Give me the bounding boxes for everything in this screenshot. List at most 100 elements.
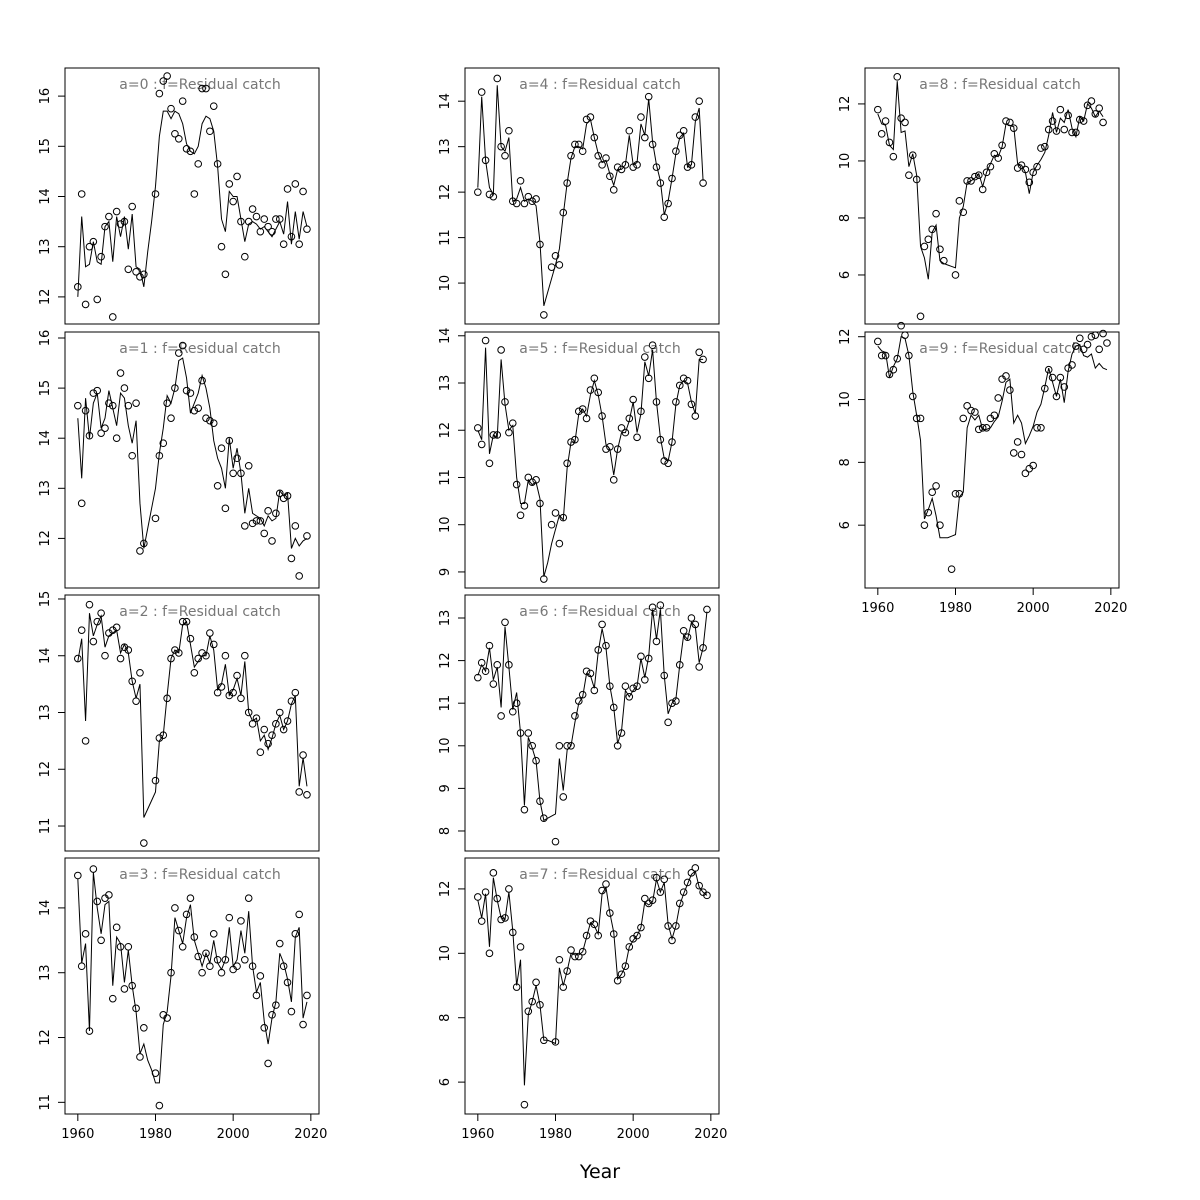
data-point	[555, 539, 564, 548]
plot-frame	[464, 331, 720, 589]
y-tick-label: 8	[438, 1014, 453, 1022]
data-point	[128, 451, 136, 460]
data-point	[97, 252, 105, 261]
y-tick-label: 10	[438, 738, 453, 755]
data-point	[1006, 386, 1014, 394]
data-point	[116, 654, 125, 663]
data-point	[1087, 97, 1096, 105]
data-point	[171, 904, 179, 912]
x-tick-label: 1980	[539, 1127, 572, 1142]
data-point	[936, 245, 944, 254]
data-point	[551, 837, 560, 846]
data-point	[241, 252, 249, 261]
data-point	[637, 113, 645, 121]
x-tick-label: 1960	[61, 1127, 94, 1142]
data-point	[74, 401, 82, 410]
data-point	[136, 668, 144, 677]
data-point	[105, 399, 113, 407]
data-point	[501, 618, 509, 627]
y-tick-label: 11	[438, 469, 453, 486]
data-point	[664, 718, 672, 727]
data-point	[221, 651, 230, 660]
panel: a=2 : f=Residual catch 11 12 13 14 15	[38, 591, 320, 852]
y-tick-label: 11	[38, 1094, 53, 1111]
data-point	[679, 374, 688, 383]
data-point	[516, 176, 525, 185]
data-point	[74, 871, 82, 880]
plot-frame	[64, 857, 320, 1115]
data-point	[1029, 168, 1037, 177]
data-point	[609, 476, 618, 484]
x-tick-label: 2020	[294, 1127, 327, 1142]
data-point	[924, 235, 933, 244]
plot-frame	[864, 67, 1120, 325]
data-point	[241, 955, 249, 964]
x-tick-label: 1980	[939, 601, 972, 616]
data-point	[163, 72, 171, 80]
data-point	[609, 186, 618, 194]
data-point	[105, 212, 113, 221]
data-point	[128, 202, 136, 211]
data-point	[540, 311, 548, 319]
data-point	[241, 651, 249, 660]
data-point	[974, 425, 983, 434]
y-tick-label: 6	[438, 1078, 453, 1086]
data-point	[89, 637, 98, 646]
data-point	[951, 489, 960, 498]
data-point	[617, 424, 626, 432]
y-tick-label: 12	[38, 761, 53, 778]
data-point	[120, 384, 129, 392]
data-point	[889, 152, 898, 161]
data-point	[916, 312, 925, 321]
data-point	[225, 180, 234, 188]
panel-title: a=9 : f=Residual catch	[919, 341, 1080, 357]
data-point	[563, 967, 571, 975]
panel-title: a=2 : f=Residual catch	[119, 604, 280, 620]
data-point	[481, 667, 490, 676]
panel: a=3 : f=Residual catch 11 12 13 14 1960 1980 20…	[38, 857, 327, 1142]
data-point	[703, 891, 711, 900]
data-point	[159, 439, 168, 448]
x-axis-label: Year	[579, 1161, 620, 1183]
data-point	[672, 922, 680, 930]
data-point	[159, 77, 168, 85]
data-point	[256, 517, 265, 525]
data-point	[77, 499, 86, 508]
data-point	[1044, 125, 1053, 134]
data-point	[477, 88, 486, 96]
data-point	[881, 117, 890, 125]
data-point	[874, 337, 882, 346]
data-point	[928, 488, 936, 496]
data-point	[136, 547, 144, 555]
data-point	[485, 190, 494, 199]
data-point	[213, 482, 222, 490]
data-point	[194, 160, 203, 168]
data-point	[1087, 332, 1096, 341]
panel: a=9 : f=Residual catch 6 8 10 12 1960 1980 2000…	[838, 321, 1127, 616]
data-point	[237, 694, 245, 703]
data-point	[687, 614, 696, 622]
data-point	[695, 97, 703, 105]
data-point	[260, 215, 269, 223]
data-point	[279, 240, 288, 248]
data-point	[182, 617, 191, 626]
data-point	[140, 839, 148, 847]
data-point	[695, 881, 703, 890]
y-tick-label: 14	[38, 188, 53, 205]
data-point	[679, 888, 688, 896]
y-tick-label: 16	[38, 88, 53, 105]
data-point	[171, 129, 179, 138]
data-point	[217, 242, 226, 251]
data-point	[916, 414, 925, 423]
data-point	[633, 931, 641, 940]
data-point	[959, 208, 968, 217]
data-point	[695, 348, 703, 357]
data-point	[1048, 117, 1057, 125]
data-point	[959, 414, 968, 423]
data-point	[687, 869, 696, 877]
data-point	[77, 190, 86, 198]
panel-title: a=5 : f=Residual catch	[519, 341, 680, 357]
data-point	[178, 942, 187, 951]
data-point	[559, 793, 568, 801]
data-point	[81, 300, 90, 309]
